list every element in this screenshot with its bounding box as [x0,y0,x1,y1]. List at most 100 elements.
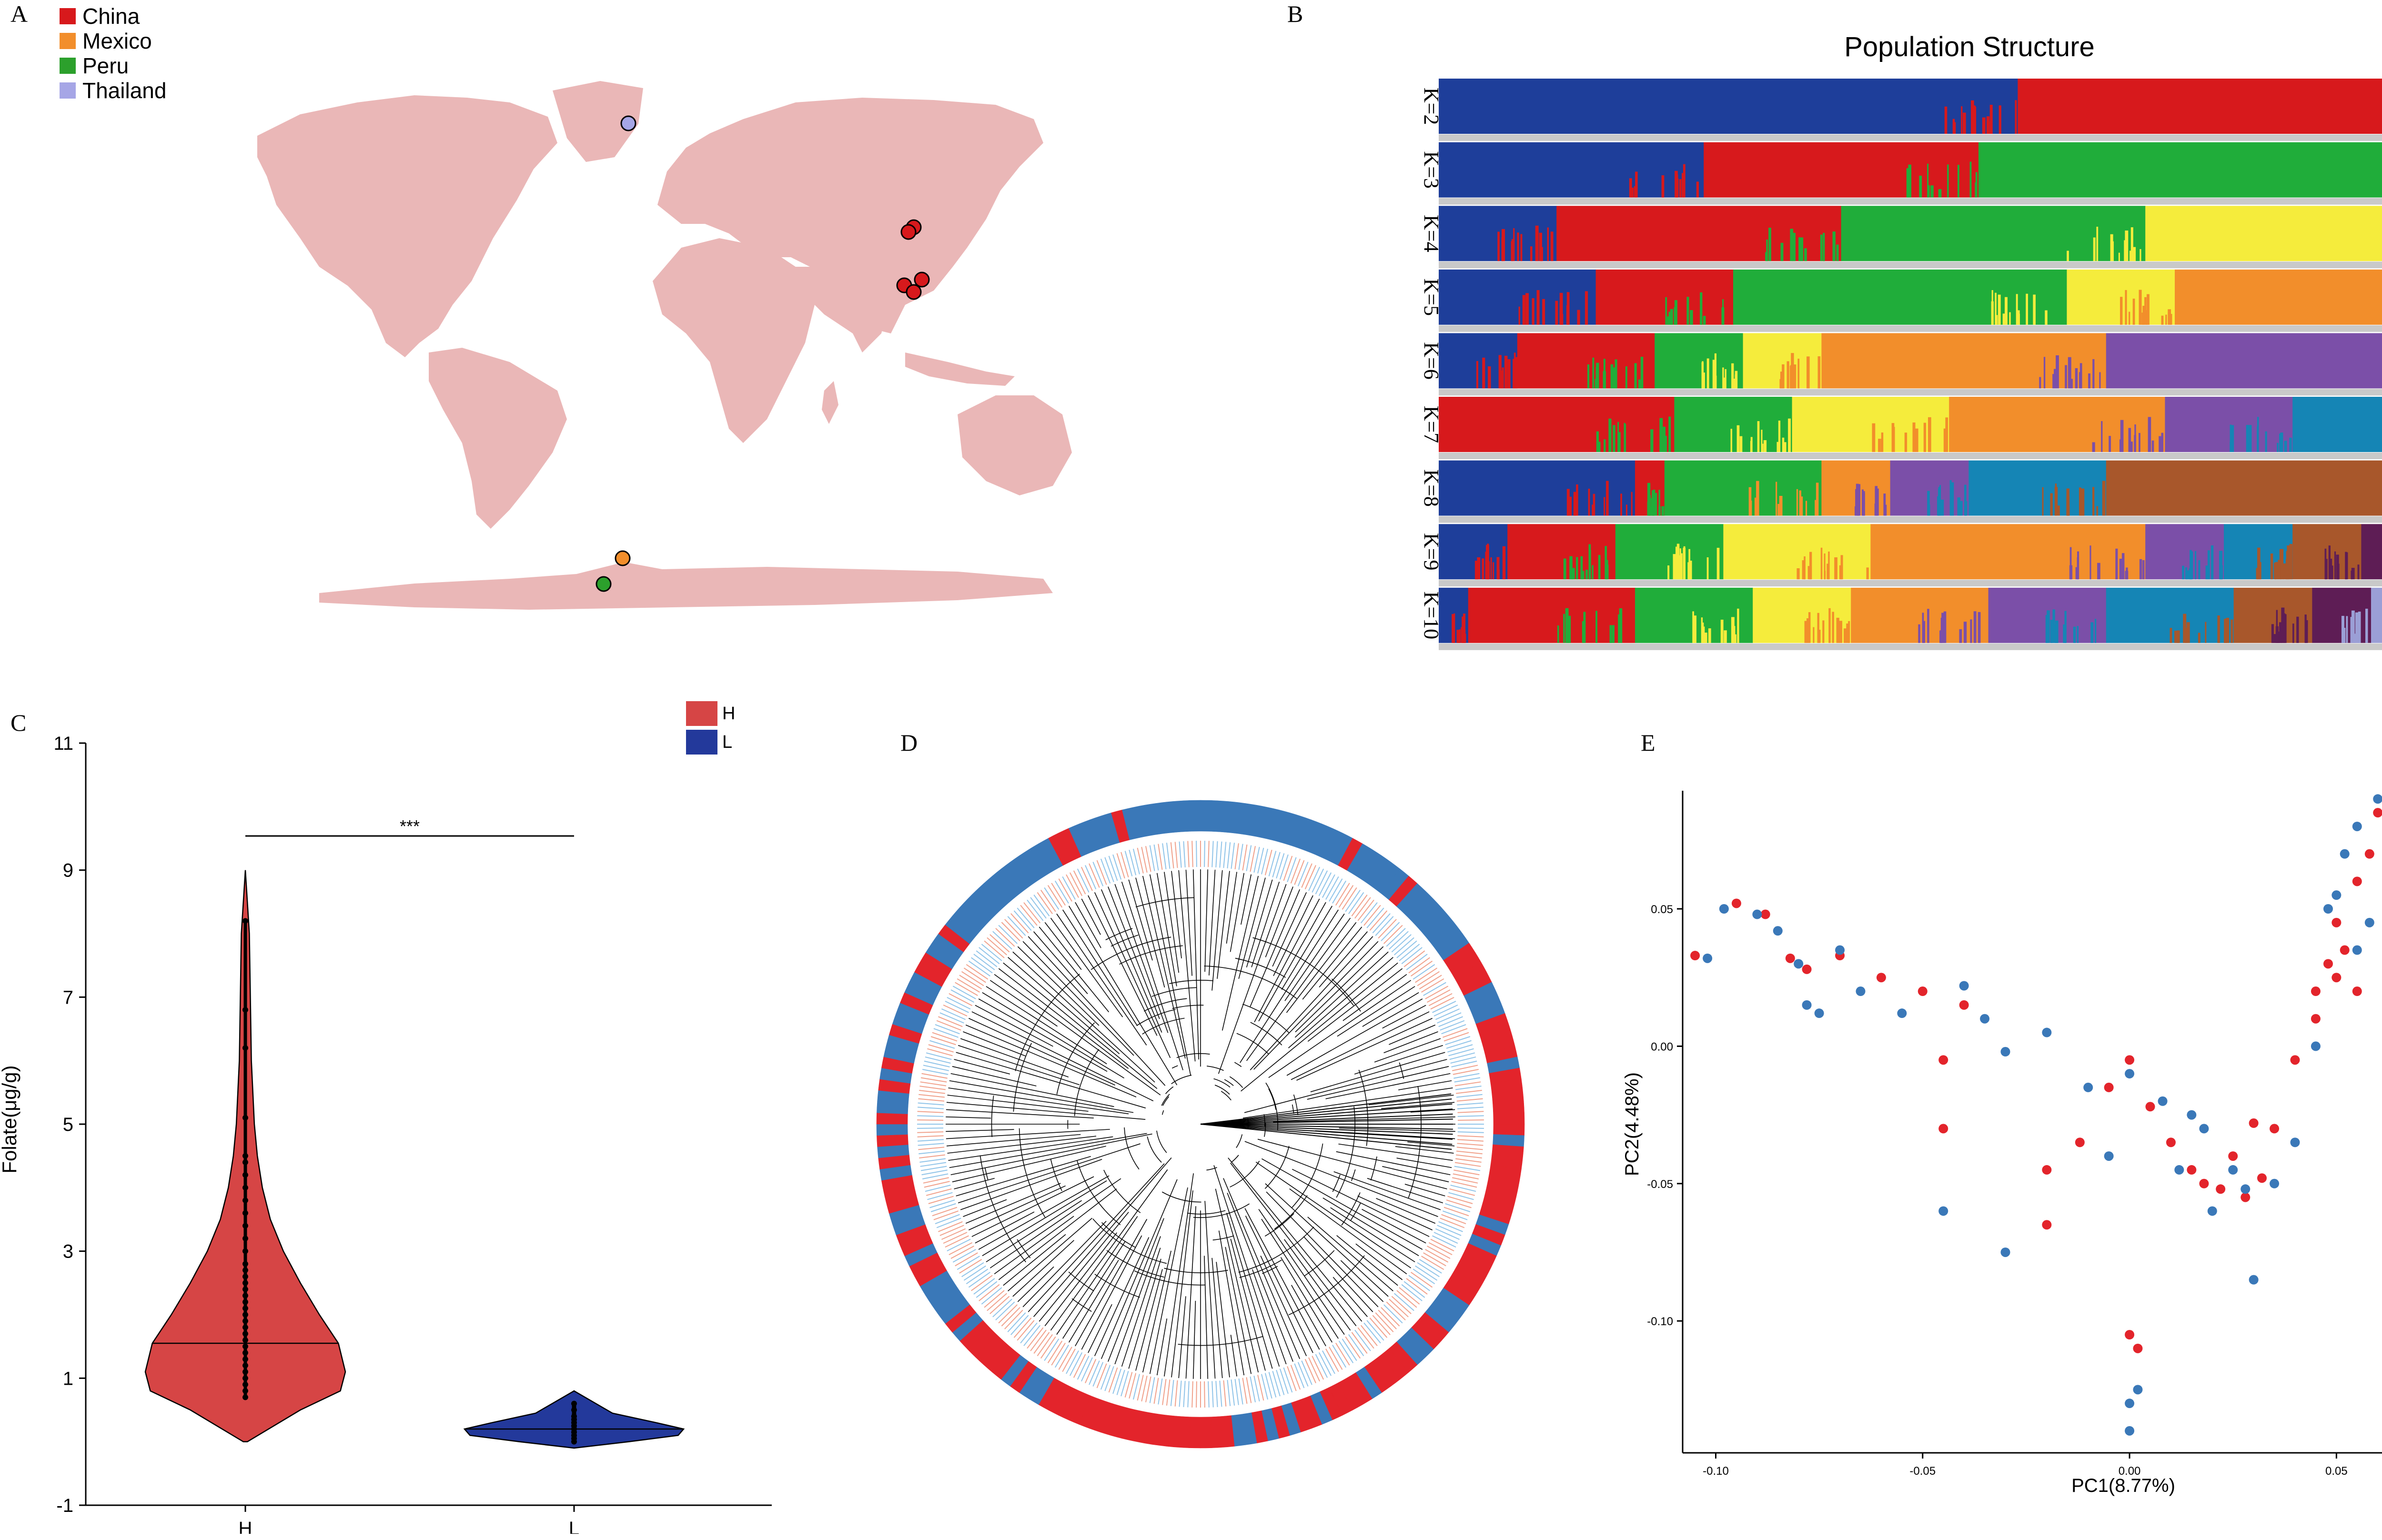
data-point [242,918,248,924]
branch [1075,902,1101,948]
admixture-streak [1817,613,1819,643]
branch-arc [1268,1088,1277,1110]
tip-label [1304,1359,1316,1383]
admixture-streak [1832,231,1836,262]
admixture-streak [1502,546,1506,580]
tip-label [1360,1325,1378,1346]
tip-label [926,1052,952,1060]
admixture-streak [1668,312,1671,325]
tip-label [1453,1073,1480,1079]
branch [946,1129,1014,1132]
branch [1056,913,1147,1046]
admixture-streak [1823,232,1825,262]
tip-label [1047,885,1063,908]
point-L [1794,959,1804,969]
tip-label [1215,841,1218,868]
tip-label [1446,1199,1472,1208]
tip-label [963,1265,986,1281]
y-tick-label: 0.05 [1651,903,1673,916]
admixture-streak [2207,550,2210,580]
branch [1178,1296,1186,1379]
branch [1398,1080,1452,1090]
point-L [2207,1206,2217,1216]
tip-label [1391,1296,1412,1314]
admixture-streak [2286,551,2290,580]
tip-label [1433,1004,1458,1017]
branch [1262,1158,1423,1250]
admixture-streak [2351,570,2352,580]
tip-label [1437,1012,1462,1024]
admixture-streak [1522,295,1525,325]
admixture-streak [1690,310,1693,325]
tip-label [971,957,993,974]
admixture-streak [1525,293,1529,325]
tip-label [1375,916,1394,936]
tip-label [1040,1336,1056,1359]
admixture-streak [1724,630,1727,643]
admixture-streak [1776,482,1777,516]
admixture-streak [1598,555,1601,580]
admixture-streak [1517,232,1519,262]
admixture-streak [1836,244,1839,262]
admixture-streak [1625,366,1627,389]
data-point [242,1356,248,1362]
sample-label-strip [1439,325,2382,332]
admixture-streak [1610,364,1614,389]
admixture-streak [1496,557,1500,580]
tip-label [1023,1325,1041,1346]
branch-arc [1134,1270,1206,1286]
tip-label [1294,1363,1305,1389]
admixture-streak [1514,357,1518,389]
admixture-streak [2063,624,2066,643]
tip-label [1369,910,1388,931]
admixture-streak [1768,228,1771,262]
admixture-streak [2096,506,2099,516]
tip-label [1276,853,1285,879]
admixture-streak [1939,485,1941,516]
structure-segment [2106,460,2382,516]
admixture-streak [1736,425,1740,452]
point-L [2241,1184,2251,1194]
branch [1257,1138,1447,1189]
branch [998,968,1129,1069]
admixture-streak [1730,429,1733,452]
tip-label [1308,866,1321,891]
branch-arc [1162,1096,1170,1106]
admixture-streak [1678,555,1682,580]
tip-label [1335,1342,1350,1366]
admixture-streak [2070,379,2073,389]
branch [1339,1127,1455,1132]
admixture-streak [1733,378,1736,389]
branch [1135,877,1165,988]
branch [1332,1277,1368,1317]
admixture-streak [2092,487,2095,516]
tip-label [1227,842,1231,869]
branch [1226,1213,1273,1369]
tip-label [1394,937,1414,956]
admixture-streak [1490,557,1492,580]
admixture-streak [1731,363,1734,389]
admixture-streak [2226,617,2230,643]
branch [1094,892,1171,1058]
branch [1094,1237,1150,1356]
tip-label [1211,841,1214,867]
admixture-streak [2330,558,2332,580]
admixture-streak [1565,608,1569,643]
structure-segment [1439,524,1508,580]
admixture-streak [1502,367,1504,389]
point-H [1959,1000,1969,1010]
tip-label [1396,1290,1417,1308]
admixture-streak [1945,417,1948,452]
admixture-streak [1906,168,1908,198]
tip-label [1363,1322,1381,1344]
point-L [1959,981,1969,991]
branch-arc [1229,1076,1243,1088]
admixture-streak [1938,189,1942,198]
branch [1008,957,1120,1055]
world-map [257,81,1072,610]
data-point [242,1210,248,1216]
branch [958,1143,1141,1204]
admixture-streak [2057,505,2060,516]
tip-label [976,950,998,967]
admixture-streak [1619,608,1623,643]
